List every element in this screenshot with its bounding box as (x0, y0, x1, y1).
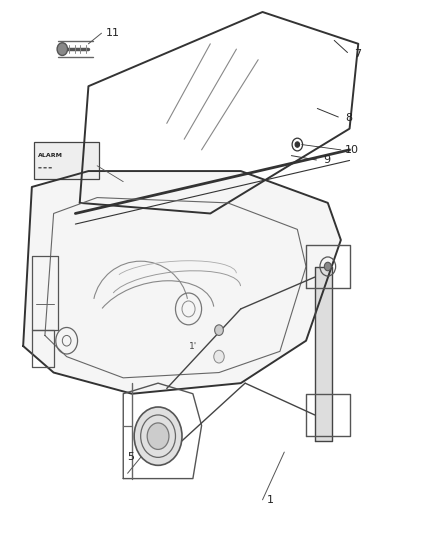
Text: ▬ ▬ ▬: ▬ ▬ ▬ (39, 166, 53, 171)
Circle shape (215, 325, 223, 335)
Circle shape (295, 142, 300, 147)
Circle shape (57, 43, 67, 55)
Text: 8: 8 (345, 113, 352, 123)
Text: 5: 5 (127, 453, 134, 463)
Circle shape (324, 262, 331, 271)
Text: 10: 10 (345, 145, 359, 155)
Text: 1: 1 (267, 495, 274, 505)
Circle shape (147, 423, 169, 449)
Text: 11: 11 (106, 28, 120, 38)
Circle shape (214, 350, 224, 363)
Text: ALARM: ALARM (39, 153, 64, 158)
Polygon shape (23, 171, 341, 394)
FancyBboxPatch shape (34, 142, 99, 179)
Circle shape (134, 407, 182, 465)
Text: 7: 7 (354, 50, 361, 59)
Polygon shape (315, 266, 332, 441)
Text: 9: 9 (323, 156, 331, 165)
Text: 1': 1' (189, 342, 197, 351)
